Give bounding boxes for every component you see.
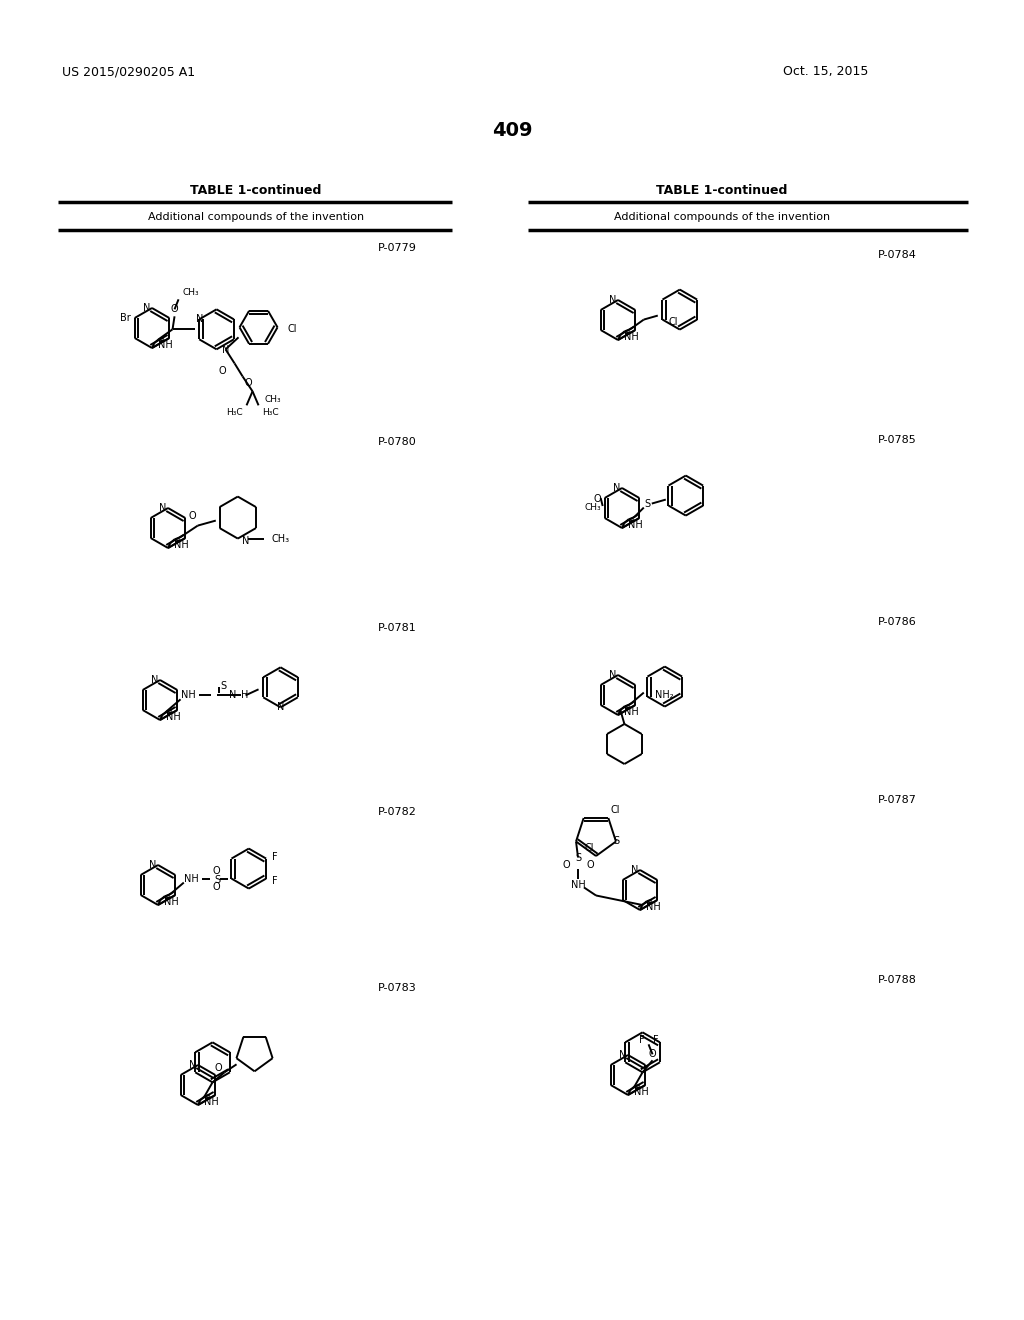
Text: N: N xyxy=(608,294,616,305)
Text: CH₃: CH₃ xyxy=(584,503,601,512)
Text: N: N xyxy=(159,503,166,513)
Text: P-0783: P-0783 xyxy=(378,983,417,993)
Text: F: F xyxy=(272,851,278,862)
Text: NH: NH xyxy=(159,341,173,350)
Text: US 2015/0290205 A1: US 2015/0290205 A1 xyxy=(62,66,196,78)
Text: O: O xyxy=(562,861,570,870)
Text: NH: NH xyxy=(646,902,662,912)
Text: P-0781: P-0781 xyxy=(378,623,417,634)
Text: N: N xyxy=(242,536,249,545)
Text: N: N xyxy=(188,1060,196,1071)
Text: H: H xyxy=(241,690,248,701)
Text: CH₃: CH₃ xyxy=(271,533,290,544)
Text: NH: NH xyxy=(181,690,196,701)
Text: N: N xyxy=(618,1049,626,1060)
Text: NH: NH xyxy=(174,540,189,550)
Text: Br: Br xyxy=(120,313,131,323)
Text: CH₃: CH₃ xyxy=(264,395,282,404)
Text: NH: NH xyxy=(625,708,639,717)
Text: Additional compounds of the invention: Additional compounds of the invention xyxy=(614,213,830,222)
Text: S: S xyxy=(574,854,581,863)
Text: N: N xyxy=(608,671,616,680)
Text: O: O xyxy=(215,1064,222,1073)
Text: O: O xyxy=(219,367,226,376)
Text: P-0787: P-0787 xyxy=(878,795,916,805)
Text: P-0788: P-0788 xyxy=(878,975,916,985)
Text: F: F xyxy=(639,1035,644,1045)
Text: Cl: Cl xyxy=(288,325,297,334)
Text: P-0780: P-0780 xyxy=(378,437,417,447)
Text: Cl: Cl xyxy=(585,843,594,853)
Text: S: S xyxy=(613,837,620,846)
Text: N: N xyxy=(196,314,203,325)
Text: NH: NH xyxy=(166,711,181,722)
Text: NH: NH xyxy=(629,520,643,531)
Text: S: S xyxy=(215,875,221,884)
Text: P-0779: P-0779 xyxy=(378,243,417,253)
Text: P-0786: P-0786 xyxy=(878,616,916,627)
Text: O: O xyxy=(189,511,197,520)
Text: O: O xyxy=(171,305,178,314)
Text: O: O xyxy=(586,861,594,870)
Text: P-0782: P-0782 xyxy=(378,807,417,817)
Text: 409: 409 xyxy=(492,120,532,140)
Text: O: O xyxy=(649,1049,656,1060)
Text: N: N xyxy=(148,861,156,870)
Text: S: S xyxy=(645,499,651,508)
Text: CH₃: CH₃ xyxy=(182,288,199,297)
Text: P-0785: P-0785 xyxy=(878,436,916,445)
Text: N: N xyxy=(276,702,285,713)
Text: N: N xyxy=(142,304,150,313)
Text: NH₂: NH₂ xyxy=(655,689,674,700)
Text: N: N xyxy=(151,675,158,685)
Text: Oct. 15, 2015: Oct. 15, 2015 xyxy=(782,66,868,78)
Text: N: N xyxy=(229,690,237,701)
Text: O: O xyxy=(213,866,220,875)
Text: F: F xyxy=(272,875,278,886)
Text: S: S xyxy=(220,681,226,692)
Text: N: N xyxy=(612,483,620,492)
Text: NH: NH xyxy=(165,898,179,907)
Text: O: O xyxy=(245,379,252,388)
Text: P-0784: P-0784 xyxy=(878,249,916,260)
Text: Cl: Cl xyxy=(610,805,620,814)
Text: Additional compounds of the invention: Additional compounds of the invention xyxy=(147,213,365,222)
Text: N: N xyxy=(631,865,638,875)
Text: N: N xyxy=(221,346,229,355)
Text: F: F xyxy=(652,1035,658,1045)
Text: H₃C: H₃C xyxy=(262,408,280,417)
Text: NH: NH xyxy=(205,1097,219,1107)
Text: NH: NH xyxy=(570,880,586,891)
Text: NH: NH xyxy=(635,1086,649,1097)
Text: O: O xyxy=(213,882,220,891)
Text: O: O xyxy=(593,494,601,504)
Text: Cl: Cl xyxy=(669,317,678,326)
Text: TABLE 1-continued: TABLE 1-continued xyxy=(190,183,322,197)
Text: TABLE 1-continued: TABLE 1-continued xyxy=(656,183,787,197)
Text: H₃C: H₃C xyxy=(226,408,243,417)
Text: NH: NH xyxy=(184,874,200,883)
Text: NH: NH xyxy=(625,333,639,342)
